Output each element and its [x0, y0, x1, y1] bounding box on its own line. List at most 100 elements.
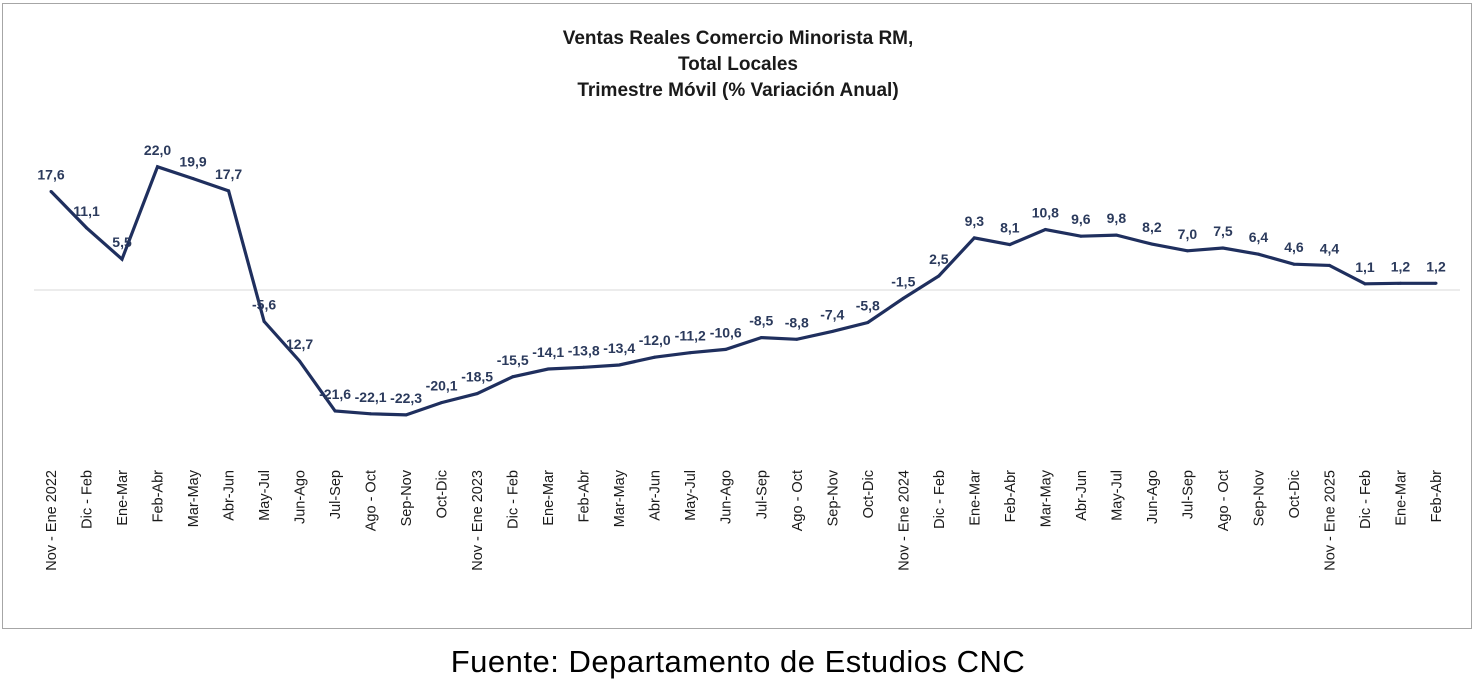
data-label: -8,8: [785, 314, 809, 330]
line-chart: 17,611,15,522,019,917,7-5,612,7-21,6 -22,…: [34, 142, 1460, 571]
data-label: 4,6: [1284, 239, 1304, 255]
data-point: [1043, 228, 1047, 232]
x-tick-label: Abr-Jun: [1074, 470, 1090, 521]
data-label: 22,0: [144, 142, 171, 158]
data-point: [972, 236, 976, 240]
data-point: [49, 189, 53, 193]
x-tick-label: Ene-Mar: [541, 470, 557, 526]
x-tick-label: Oct-Dic: [1287, 470, 1303, 518]
data-point: [1079, 234, 1083, 238]
data-label: -7,4: [820, 306, 844, 322]
chart-frame: [2, 3, 1472, 629]
data-point: [1008, 243, 1012, 247]
x-tick-label: Ene-Mar: [1393, 470, 1409, 526]
data-label: -8,5: [749, 313, 773, 329]
data-label: -5,6: [252, 296, 276, 312]
x-tick-label: Nov - Ene 2023: [470, 470, 486, 571]
x-tick-label: May-Jul: [683, 470, 699, 521]
x-tick-label: Jun-Ago: [293, 470, 309, 524]
data-point: [1398, 281, 1402, 285]
data-point: [937, 274, 941, 278]
data-label: 8,1: [1000, 220, 1020, 236]
data-point: [511, 375, 515, 379]
data-label: 1,1: [1355, 259, 1375, 275]
data-point: [404, 413, 408, 417]
data-point: [866, 320, 870, 324]
data-point: [759, 336, 763, 340]
x-tick-label: Ago - Oct: [1216, 470, 1232, 531]
data-point: [227, 189, 231, 193]
data-label: -22,1: [355, 389, 387, 405]
data-point: [1256, 252, 1260, 256]
data-label: -22,3: [390, 390, 422, 406]
x-tick-label: Jul-Sep: [328, 470, 344, 519]
data-point: [191, 177, 195, 181]
x-tick-label: Dic - Feb: [1358, 470, 1374, 529]
data-point: [369, 412, 373, 416]
data-point: [85, 226, 89, 230]
data-point: [1150, 242, 1154, 246]
data-point: [1114, 233, 1118, 237]
x-tick-label: Jun-Ago: [719, 470, 735, 524]
x-tick-label: Nov - Ene 2024: [896, 470, 912, 571]
data-label: -11,2: [675, 328, 706, 344]
x-tick-label: Sep-Nov: [399, 469, 415, 526]
data-label: 6,4: [1249, 229, 1269, 245]
x-tick-label: Ago - Oct: [790, 470, 806, 531]
x-tick-label: Dic - Feb: [932, 470, 948, 529]
x-tick-label: Nov - Ene 2022: [44, 470, 60, 571]
x-tick-label: May-Jul: [1109, 470, 1125, 521]
data-label: 7,0: [1178, 226, 1198, 242]
data-label: 17,7: [215, 166, 242, 182]
data-point: [1434, 281, 1438, 285]
x-tick-label: Feb-Abr: [1003, 470, 1019, 523]
data-label: 11,1: [73, 203, 100, 219]
x-tick-label: Ene-Mar: [115, 470, 131, 526]
x-tick-label: Feb-Abr: [577, 470, 593, 523]
x-tick-label: Ene-Mar: [967, 470, 983, 526]
x-tick-label: Jul-Sep: [1180, 470, 1196, 519]
data-label: 1,2: [1426, 258, 1446, 274]
data-point: [582, 365, 586, 369]
data-label: -1,5: [891, 273, 915, 289]
data-label: 7,5: [1213, 223, 1233, 239]
data-label: 10,8: [1032, 205, 1059, 221]
x-tick-label: Oct-Dic: [435, 470, 451, 518]
x-tick-label: Feb-Abr: [1429, 470, 1445, 523]
data-point: [1221, 246, 1225, 250]
data-point: [120, 257, 124, 261]
data-point: [830, 329, 834, 333]
x-tick-label: Dic - Feb: [506, 470, 522, 529]
data-point: [1363, 282, 1367, 286]
data-point: [156, 165, 160, 169]
data-point: [475, 392, 479, 396]
data-label: -5,8: [856, 297, 880, 313]
x-tick-label: May-Jul: [257, 470, 273, 521]
data-point: [688, 351, 692, 355]
data-label: 9,6: [1071, 211, 1091, 227]
data-point: [795, 337, 799, 341]
chart-title-line-1: Ventas Reales Comercio Minorista RM,: [562, 28, 914, 49]
x-tick-label: Ago - Oct: [364, 470, 380, 531]
series-line: [49, 164, 1436, 417]
chart-title-line-2: Total Locales: [677, 54, 798, 75]
data-label: 1,2: [1391, 258, 1411, 274]
data-point: [901, 296, 905, 300]
data-label: -18,5: [461, 369, 493, 385]
data-point: [440, 401, 444, 405]
x-tick-label: Sep-Nov: [825, 469, 841, 526]
data-point: [1185, 249, 1189, 253]
x-tick-label: Mar-May: [1038, 469, 1054, 527]
data-label: -12,0: [639, 332, 671, 348]
data-label: 17,6: [37, 166, 64, 182]
data-label: 9,3: [965, 213, 985, 229]
x-tick-label: Feb-Abr: [151, 470, 167, 523]
source-note: Fuente: Departamento de Estudios CNC: [450, 644, 1026, 679]
data-point: [617, 363, 621, 367]
x-tick-label: Oct-Dic: [861, 470, 877, 518]
data-label: 9,8: [1107, 210, 1127, 226]
data-point: [298, 359, 302, 363]
x-tick-label: Mar-May: [612, 469, 628, 527]
x-tick-label: Mar-May: [186, 469, 202, 527]
data-label: -10,6: [710, 324, 742, 340]
